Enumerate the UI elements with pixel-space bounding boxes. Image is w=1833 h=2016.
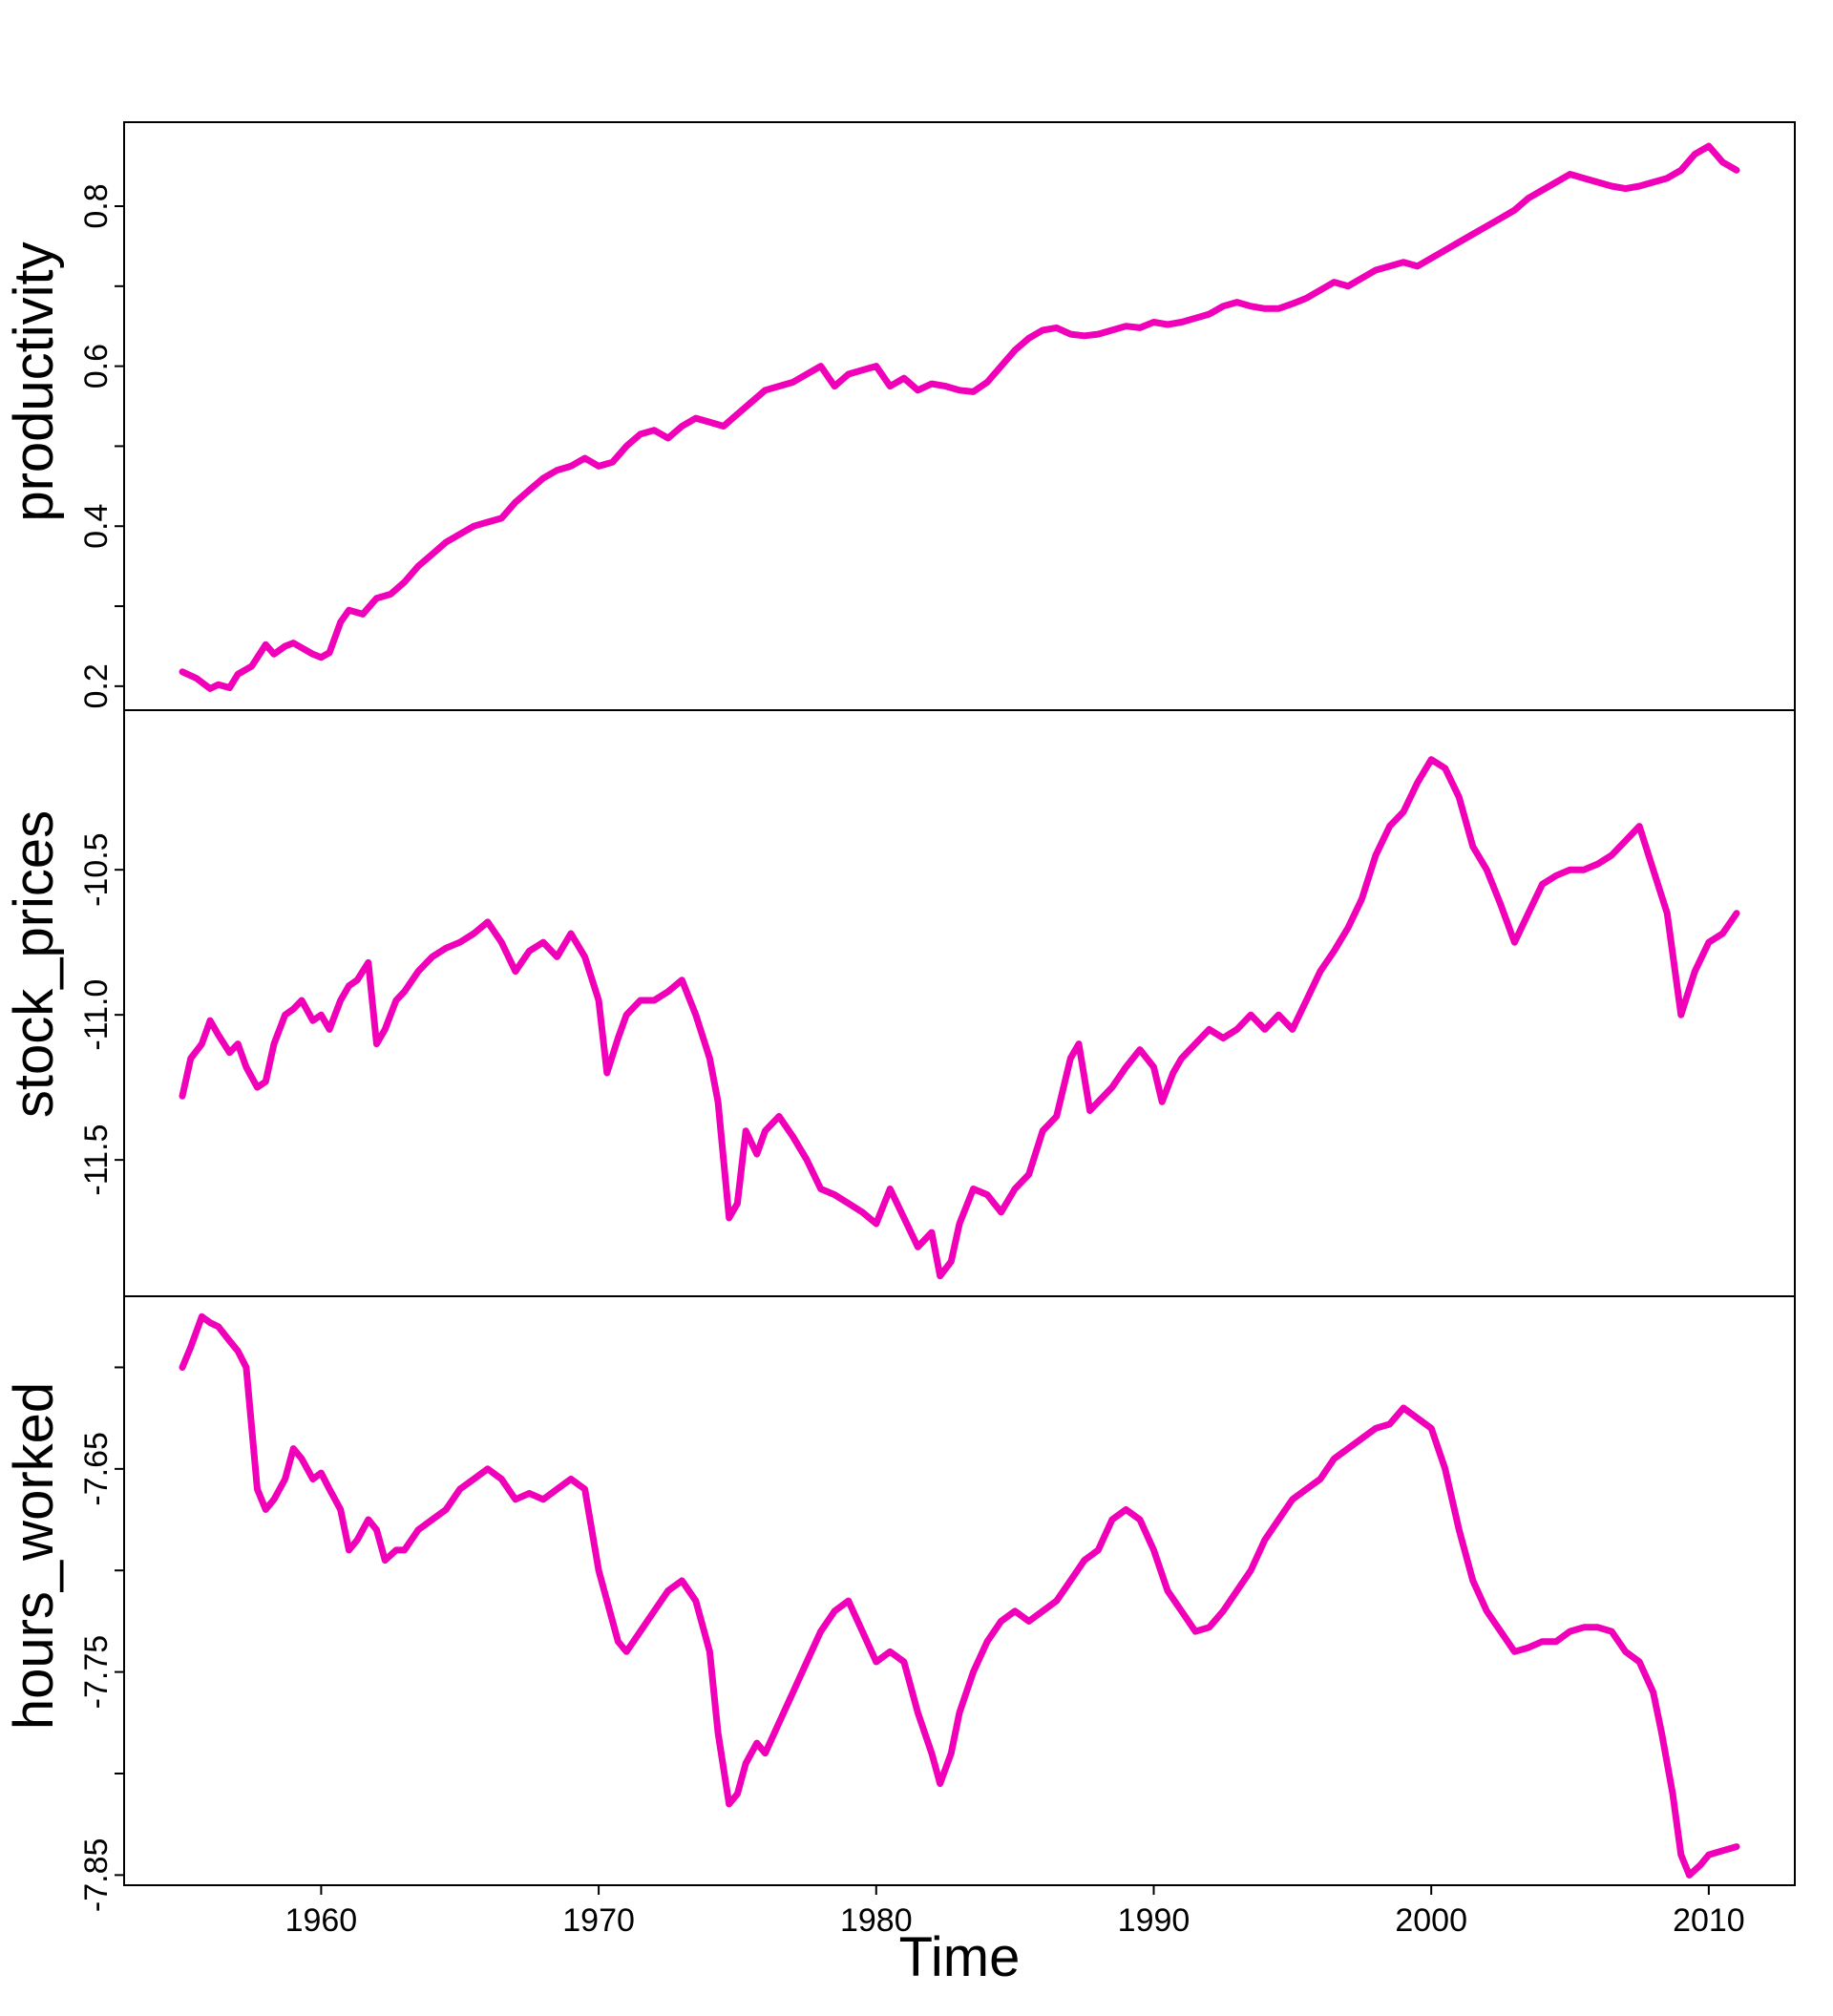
productivity-y-tick-label: 0.2 (78, 663, 115, 708)
hours-worked-plot-frame (123, 1295, 1796, 1886)
y-axis-title-hours-worked: hours_worked (3, 1382, 65, 1730)
stock-prices-panel: -11.5 -11.0 -10.5 (78, 709, 1796, 1297)
x-tick-label: 1970 (562, 1902, 635, 1939)
x-tick-label: 1960 (285, 1902, 358, 1939)
stock-prices-y-tick-label: -10.5 (78, 832, 115, 907)
x-tick-label: 2010 (1673, 1902, 1745, 1939)
stock-prices-series-line (179, 756, 1740, 1280)
y-axis-title-productivity: productivity (3, 242, 65, 521)
x-tick-label: 2000 (1395, 1902, 1467, 1939)
x-tick-label: 1990 (1118, 1902, 1190, 1939)
productivity-plot-frame (123, 121, 1796, 711)
hours-worked-panel: -7.85 -7.75 -7.65 1960 1970 1980 1990 2000 2010 (78, 1295, 1796, 1939)
hours-worked-y-tick-label: -7.65 (78, 1432, 115, 1506)
productivity-y-tick-label: 0.8 (78, 183, 115, 228)
hours-worked-series-line (179, 1312, 1740, 1879)
productivity-y-tick-label: 0.4 (78, 504, 115, 549)
hours-worked-y-tick-label: -7.75 (78, 1635, 115, 1710)
stock-prices-y-tick-label: -11.5 (78, 1124, 115, 1196)
productivity-y-tick-label: 0.6 (78, 344, 115, 388)
hours-worked-y-tick-label: -7.85 (78, 1838, 115, 1913)
x-axis-title: Time (899, 1926, 1021, 1988)
x-tick-label: 1980 (840, 1902, 913, 1939)
productivity-panel: 0.2 0.4 0.6 0.8 (78, 121, 1796, 711)
stock-prices-y-tick-label: -11.0 (78, 979, 115, 1051)
y-axis-title-stock-prices: stock_prices (3, 810, 65, 1118)
productivity-series-line (179, 142, 1740, 692)
